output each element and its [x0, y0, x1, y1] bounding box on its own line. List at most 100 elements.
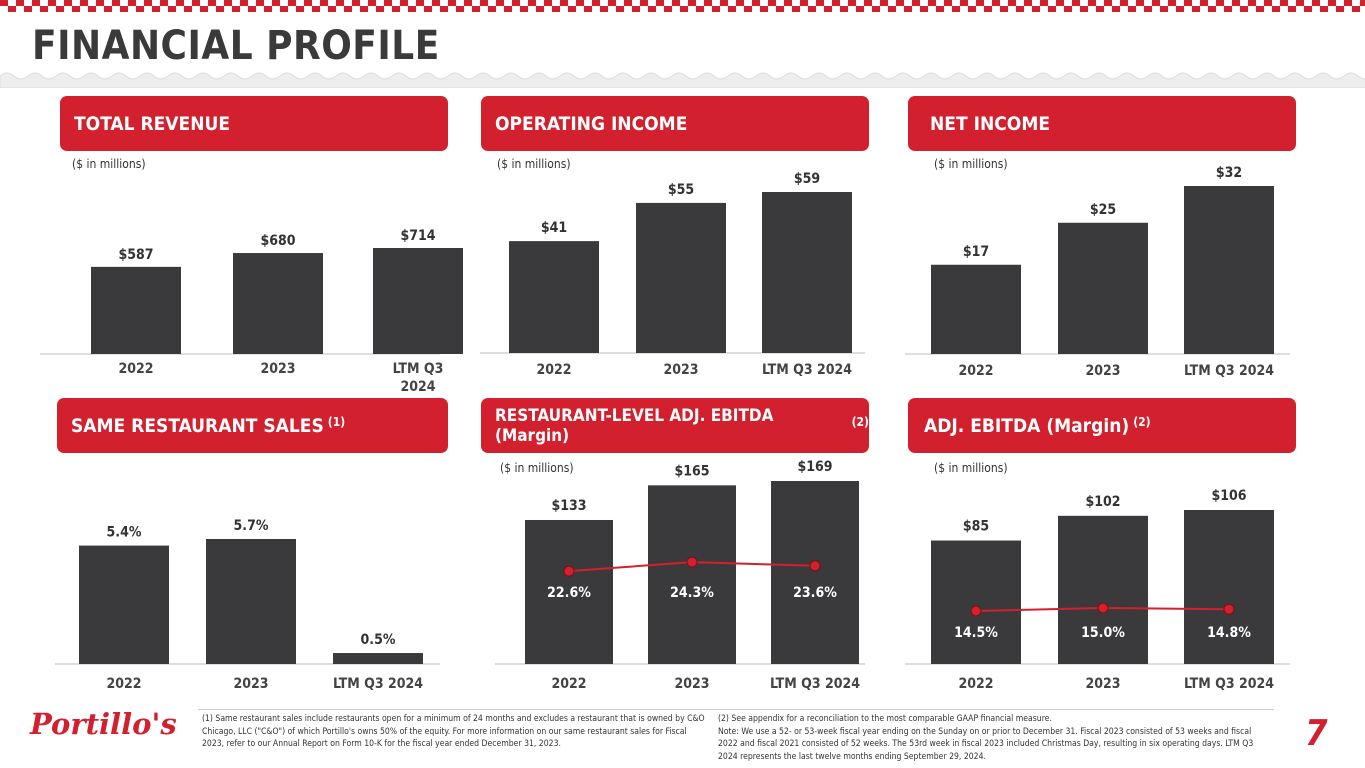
- footnote-1: (1) Same restaurant sales include restau…: [202, 714, 705, 749]
- bar-value-label: $133: [551, 498, 586, 514]
- bar-value-label: $41: [541, 220, 567, 236]
- unit-label: ($ in millions): [72, 157, 146, 171]
- bar-value-label: $17: [963, 244, 989, 260]
- bar-value-label: $106: [1211, 488, 1246, 504]
- bar-value-label: $587: [118, 247, 153, 263]
- panel-heading-text: TOTAL REVENUE: [74, 112, 231, 135]
- bar-value-label: $680: [260, 233, 295, 249]
- bar: [91, 266, 181, 354]
- panel-heading-text: OPERATING INCOME: [495, 112, 688, 135]
- bar-value-label: $32: [1216, 165, 1242, 181]
- wavy-divider: [0, 72, 1365, 88]
- margin-value-label: 14.5%: [954, 625, 998, 641]
- x-tick-label: 2022: [551, 676, 586, 692]
- panel-heading-total-revenue: TOTAL REVENUE: [60, 96, 448, 151]
- bar: [1058, 222, 1148, 354]
- bar-value-label: 5.7%: [234, 518, 269, 534]
- bar-value-label: $102: [1085, 494, 1120, 510]
- bar-value-label: $169: [797, 459, 832, 475]
- bar: [931, 540, 1021, 664]
- unit-label: ($ in millions): [934, 461, 1008, 475]
- bar-value-label: $85: [963, 519, 989, 535]
- bar-value-label: $55: [668, 182, 694, 198]
- panel-heading-adj-ebitda: ADJ. EBITDA (Margin) (2): [908, 398, 1296, 453]
- margin-point: [1223, 603, 1235, 615]
- bar: [373, 248, 463, 354]
- bar: [233, 253, 323, 354]
- portillos-logo: Portillo's: [29, 707, 177, 741]
- panel-heading-text: SAME RESTAURANT SALES: [71, 414, 324, 437]
- bar: [636, 202, 726, 353]
- x-tick-label: 2023: [1085, 676, 1120, 692]
- margin-point: [1097, 602, 1109, 614]
- x-tick-label: 2022: [106, 676, 141, 692]
- footer-divider: [198, 709, 1274, 710]
- x-tick-label: 2022: [536, 362, 571, 378]
- footnote-marker: (2): [1133, 414, 1151, 429]
- bar: [1184, 186, 1274, 354]
- margin-value-label: 15.0%: [1081, 625, 1125, 641]
- panel-heading-text: ADJ. EBITDA (Margin): [924, 414, 1130, 437]
- x-tick-label: 2023: [1085, 363, 1120, 379]
- margin-value-label: 14.8%: [1207, 625, 1251, 641]
- bar: [931, 264, 1021, 354]
- panel-heading-same-restaurant-sales: SAME RESTAURANT SALES (1): [57, 398, 448, 453]
- panel-heading-text: RESTAURANT-LEVEL ADJ. EBITDA (Margin): [495, 405, 774, 446]
- margin-point: [970, 605, 982, 617]
- chart-restaurant-level-ebitda: $133 2022 $165 2023 $169 LTM Q3 2024 22.6% 24.3…: [495, 459, 865, 692]
- margin-point: [563, 565, 575, 577]
- bar-value-label: 0.5%: [361, 632, 396, 648]
- footnote-marker: (1): [327, 414, 346, 429]
- x-tick-label: LTM Q3 2024: [333, 676, 423, 692]
- x-tick-label: 2023: [260, 361, 295, 377]
- bar-value-label: $165: [674, 463, 709, 479]
- margin-value-label: 23.6%: [793, 585, 837, 601]
- x-tick-label: 2022: [118, 361, 153, 377]
- x-tick-label: 2023: [233, 676, 268, 692]
- bar-value-label: 5.4%: [107, 525, 142, 541]
- footnote-marker: (2): [851, 414, 869, 429]
- chart-operating-income: $41 2022 $55 2023 $59 LTM Q3 2024: [480, 171, 865, 378]
- margin-value-label: 24.3%: [670, 585, 714, 601]
- bar: [1184, 510, 1274, 664]
- margin-value-label: 22.6%: [547, 585, 591, 601]
- bar: [771, 481, 859, 664]
- svg-text:Portillo's: Portillo's: [29, 707, 177, 741]
- footnote-2: (2) See appendix for a reconciliation to…: [718, 714, 1052, 724]
- bar: [206, 539, 296, 664]
- bar-value-label: $25: [1090, 202, 1116, 218]
- x-tick-label: LTM Q3 2024: [1184, 363, 1274, 379]
- margin-point: [809, 560, 821, 572]
- x-tick-label: 2022: [958, 676, 993, 692]
- panel-heading-text: NET INCOME: [930, 112, 1051, 135]
- page-number: 7: [1305, 713, 1328, 754]
- x-tick-label: 2023: [674, 676, 709, 692]
- unit-label: ($ in millions): [497, 157, 571, 171]
- bar-value-label: $59: [794, 171, 820, 187]
- panel-heading-restaurant-level-ebitda: RESTAURANT-LEVEL ADJ. EBITDA (Margin) (2…: [481, 398, 869, 453]
- footnote-right: (2) See appendix for a reconciliation to…: [718, 713, 1273, 763]
- unit-label: ($ in millions): [500, 461, 574, 475]
- bar: [509, 241, 599, 353]
- margin-point: [686, 556, 698, 568]
- x-tick-label: 2022: [958, 363, 993, 379]
- x-tick-label: LTM Q3 2024: [393, 361, 444, 395]
- chart-net-income: $17 2022 $25 2023 $32 LTM Q3 2024: [905, 165, 1290, 379]
- chart-adj-ebitda: $85 2022 $102 2023 $106 LTM Q3 2024 14.5% 15.0%…: [905, 488, 1290, 692]
- bar: [762, 192, 852, 353]
- bar: [648, 485, 736, 664]
- unit-label: ($ in millions): [934, 157, 1008, 171]
- panel-heading-operating-income: OPERATING INCOME: [481, 96, 869, 151]
- footnote-note: Note: We use a 52- or 53-week fiscal yea…: [718, 726, 1254, 762]
- chart-same-restaurant-sales: 5.4% 2022 5.7% 2023 0.5% LTM Q3 2024: [55, 518, 440, 692]
- page-title: FINANCIAL PROFILE: [32, 23, 440, 69]
- bar: [79, 545, 169, 664]
- top-checker-strip: [0, 0, 1365, 12]
- panel-heading-net-income: NET INCOME: [908, 96, 1296, 151]
- bar: [333, 653, 423, 664]
- x-tick-label: LTM Q3 2024: [770, 676, 860, 692]
- x-tick-label: LTM Q3 2024: [1184, 676, 1274, 692]
- bar-value-label: $714: [400, 228, 435, 244]
- footnote-left: (1) Same restaurant sales include restau…: [202, 713, 707, 751]
- chart-total-revenue: $587 2022 $680 2023 $714 LTM Q3 2024: [40, 228, 463, 395]
